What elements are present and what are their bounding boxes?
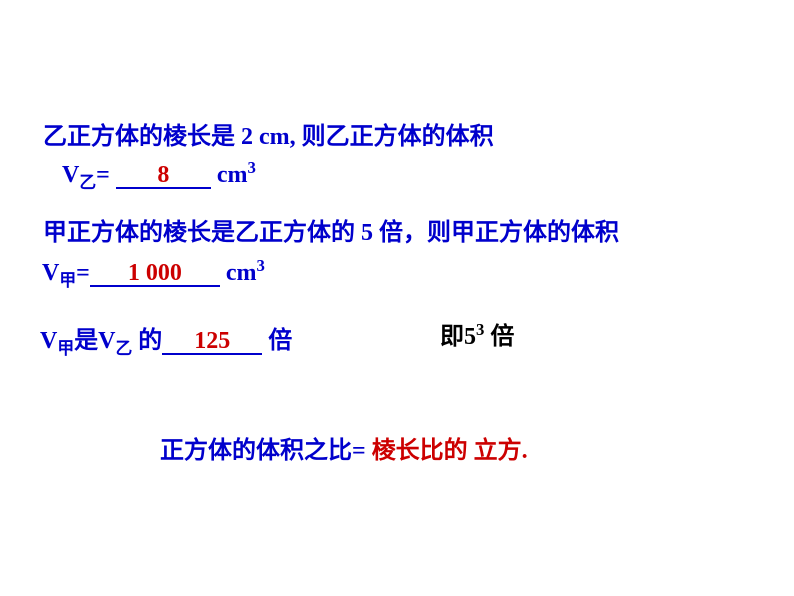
- sub-yi: 乙: [115, 339, 132, 358]
- line-3: 甲正方体的棱长是乙正方体的 5 倍，则甲正方体的体积: [43, 212, 619, 247]
- unit: cm: [211, 162, 248, 188]
- eq: =: [76, 260, 90, 286]
- text: 乙正方体的棱长是 2 cm, 则乙正方体的体积: [43, 124, 494, 150]
- blue-part: 正方体的体积之比=: [160, 438, 372, 464]
- blank-2: 1 000: [90, 261, 220, 287]
- sub-jia: 甲: [57, 339, 74, 358]
- suffix: 倍: [262, 328, 292, 354]
- unit-sup: 3: [256, 256, 264, 275]
- unit-sup: 3: [247, 158, 255, 177]
- eq: =: [96, 162, 116, 188]
- fill-1: 8: [157, 162, 169, 188]
- red-part: 棱长比的 立方.: [372, 438, 528, 464]
- text: 甲正方体的棱长是乙正方体的 5 倍，则甲正方体的体积: [43, 220, 619, 246]
- fill-3: 125: [194, 328, 230, 354]
- line-5: V甲是V乙 的 125 倍: [40, 320, 292, 359]
- line-1: 乙正方体的棱长是 2 cm, 则乙正方体的体积: [43, 116, 494, 151]
- line-2: V乙= 8 cm3: [62, 158, 256, 193]
- pre: 即5: [440, 324, 476, 350]
- line-5b: 即53 倍: [440, 316, 514, 351]
- blank-3: 125: [162, 329, 262, 355]
- post: 倍: [484, 324, 514, 350]
- mid: 是V: [74, 328, 115, 354]
- var-v: V: [42, 260, 59, 286]
- va: V: [40, 328, 57, 354]
- sub-jia: 甲: [59, 271, 76, 290]
- line-4: V甲= 1 000 cm3: [42, 256, 265, 291]
- after: 的: [132, 328, 162, 354]
- blank-1: 8: [116, 163, 211, 189]
- var-v: V: [62, 162, 79, 188]
- unit: cm: [220, 260, 257, 286]
- sub-yi: 乙: [79, 173, 96, 192]
- fill-2: 1 000: [128, 260, 182, 286]
- line-6: 正方体的体积之比= 棱长比的 立方.: [160, 430, 528, 465]
